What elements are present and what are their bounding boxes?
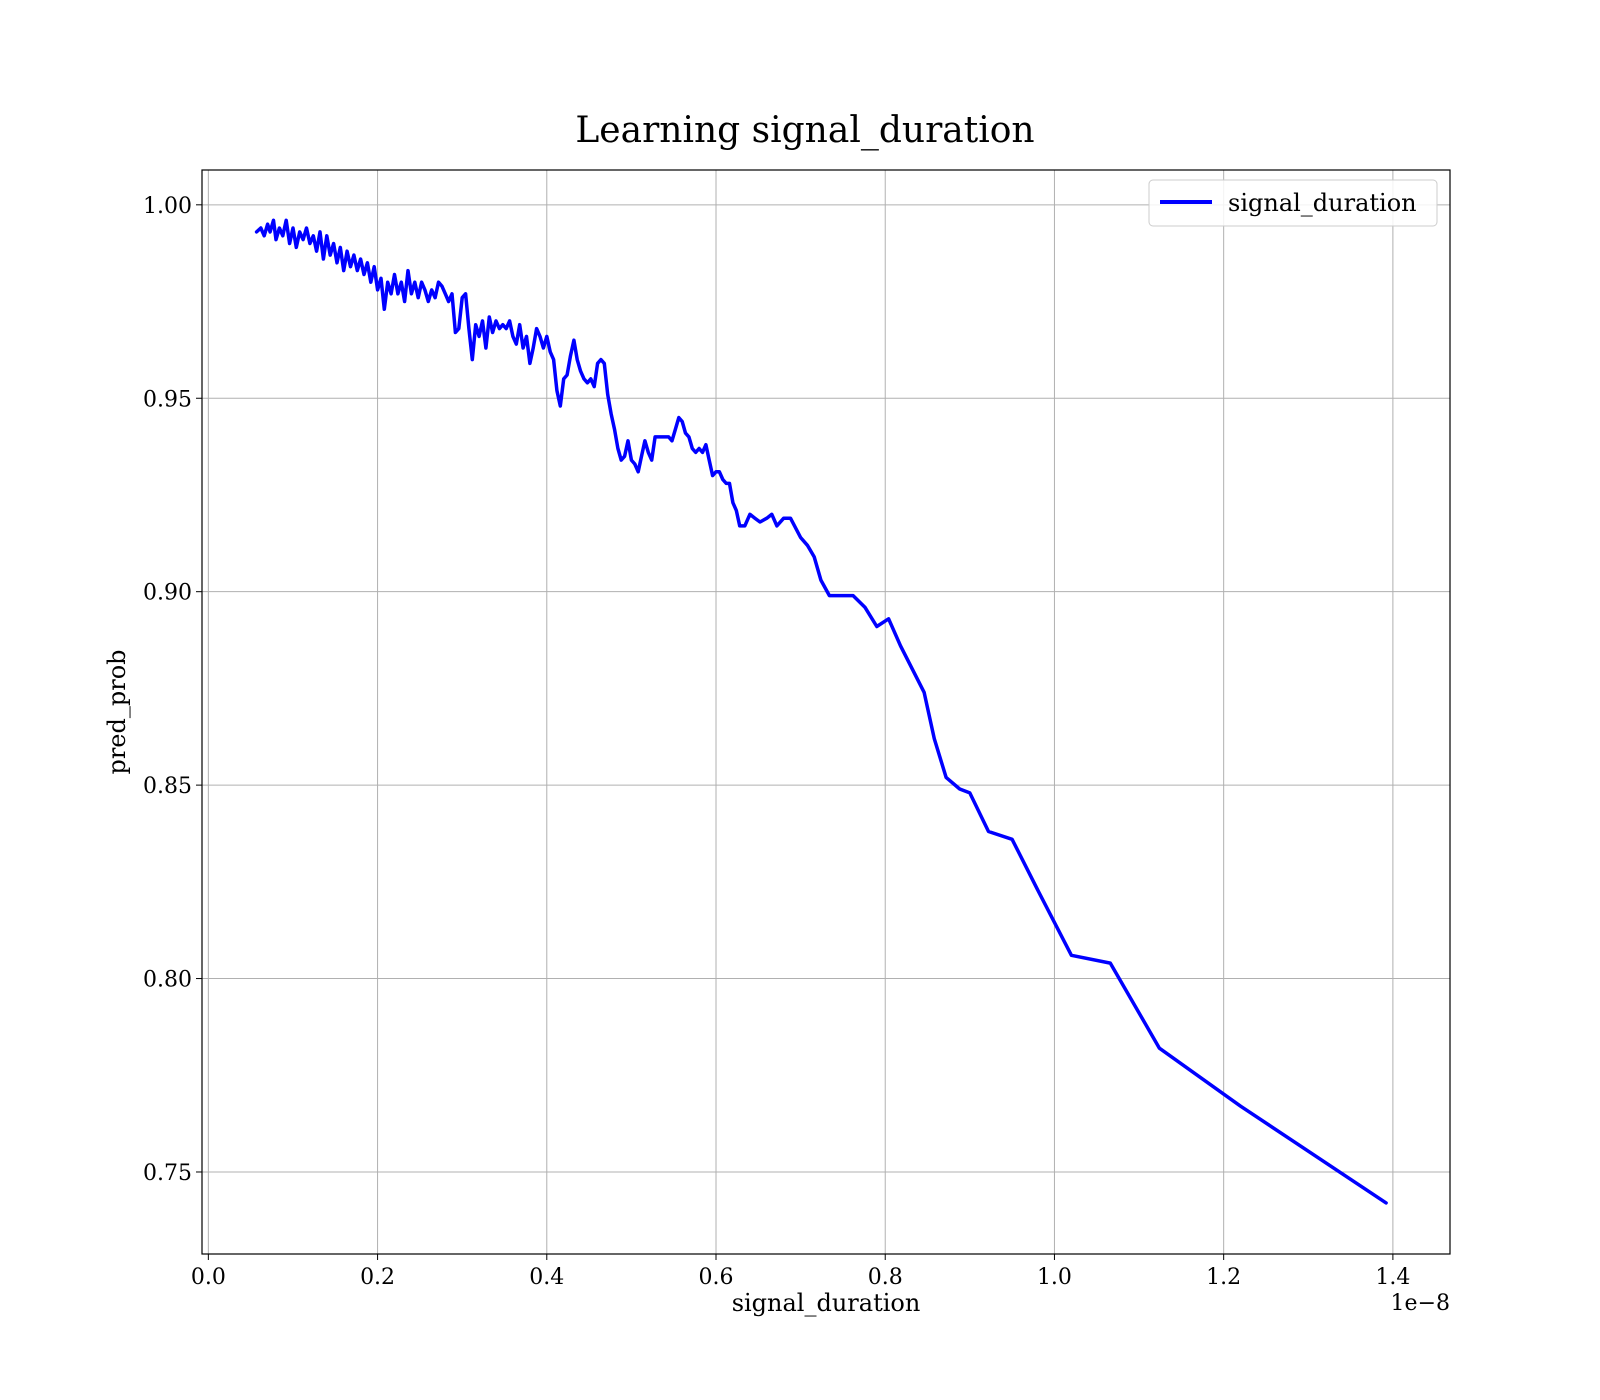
legend-label: signal_duration [1228, 189, 1417, 217]
x-tick-label: 1.4 [1375, 1265, 1410, 1290]
y-tick-label: 0.75 [143, 1161, 192, 1186]
legend: signal_duration [1148, 179, 1438, 227]
legend-box [1148, 179, 1438, 227]
plot-area-frame [201, 169, 1451, 1255]
chart-title: Learning signal_duration [575, 110, 1034, 151]
y-tick-label: 0.85 [143, 774, 192, 799]
x-tick-label: 0.8 [868, 1265, 903, 1290]
y-axis-label: pred_prob [103, 649, 131, 774]
y-tick-label: 0.90 [143, 581, 192, 606]
y-tick-label: 1.00 [143, 194, 192, 219]
x-tick-label: 1.2 [1206, 1265, 1241, 1290]
series-layer [254, 218, 1388, 1205]
y-axis: 0.75 0.80 0.85 0.90 0.95 1.00 [143, 194, 202, 1186]
x-tick-label: 0.2 [360, 1265, 395, 1290]
x-tick-label: 0.0 [191, 1265, 226, 1290]
x-axis: 0.0 0.2 0.4 0.6 0.8 1.0 1.2 1.4 [191, 1254, 1410, 1290]
x-tick-label: 0.4 [529, 1265, 564, 1290]
y-tick-label: 0.95 [143, 387, 192, 412]
series-line-signal_duration [254, 218, 1388, 1205]
grid [202, 170, 1450, 1254]
x-axis-offset-label: 1e−8 [1391, 1291, 1450, 1316]
x-tick-label: 0.6 [699, 1265, 734, 1290]
x-tick-label: 1.0 [1037, 1265, 1072, 1290]
x-axis-label: signal_duration [732, 1289, 921, 1317]
y-tick-label: 0.80 [143, 968, 192, 993]
